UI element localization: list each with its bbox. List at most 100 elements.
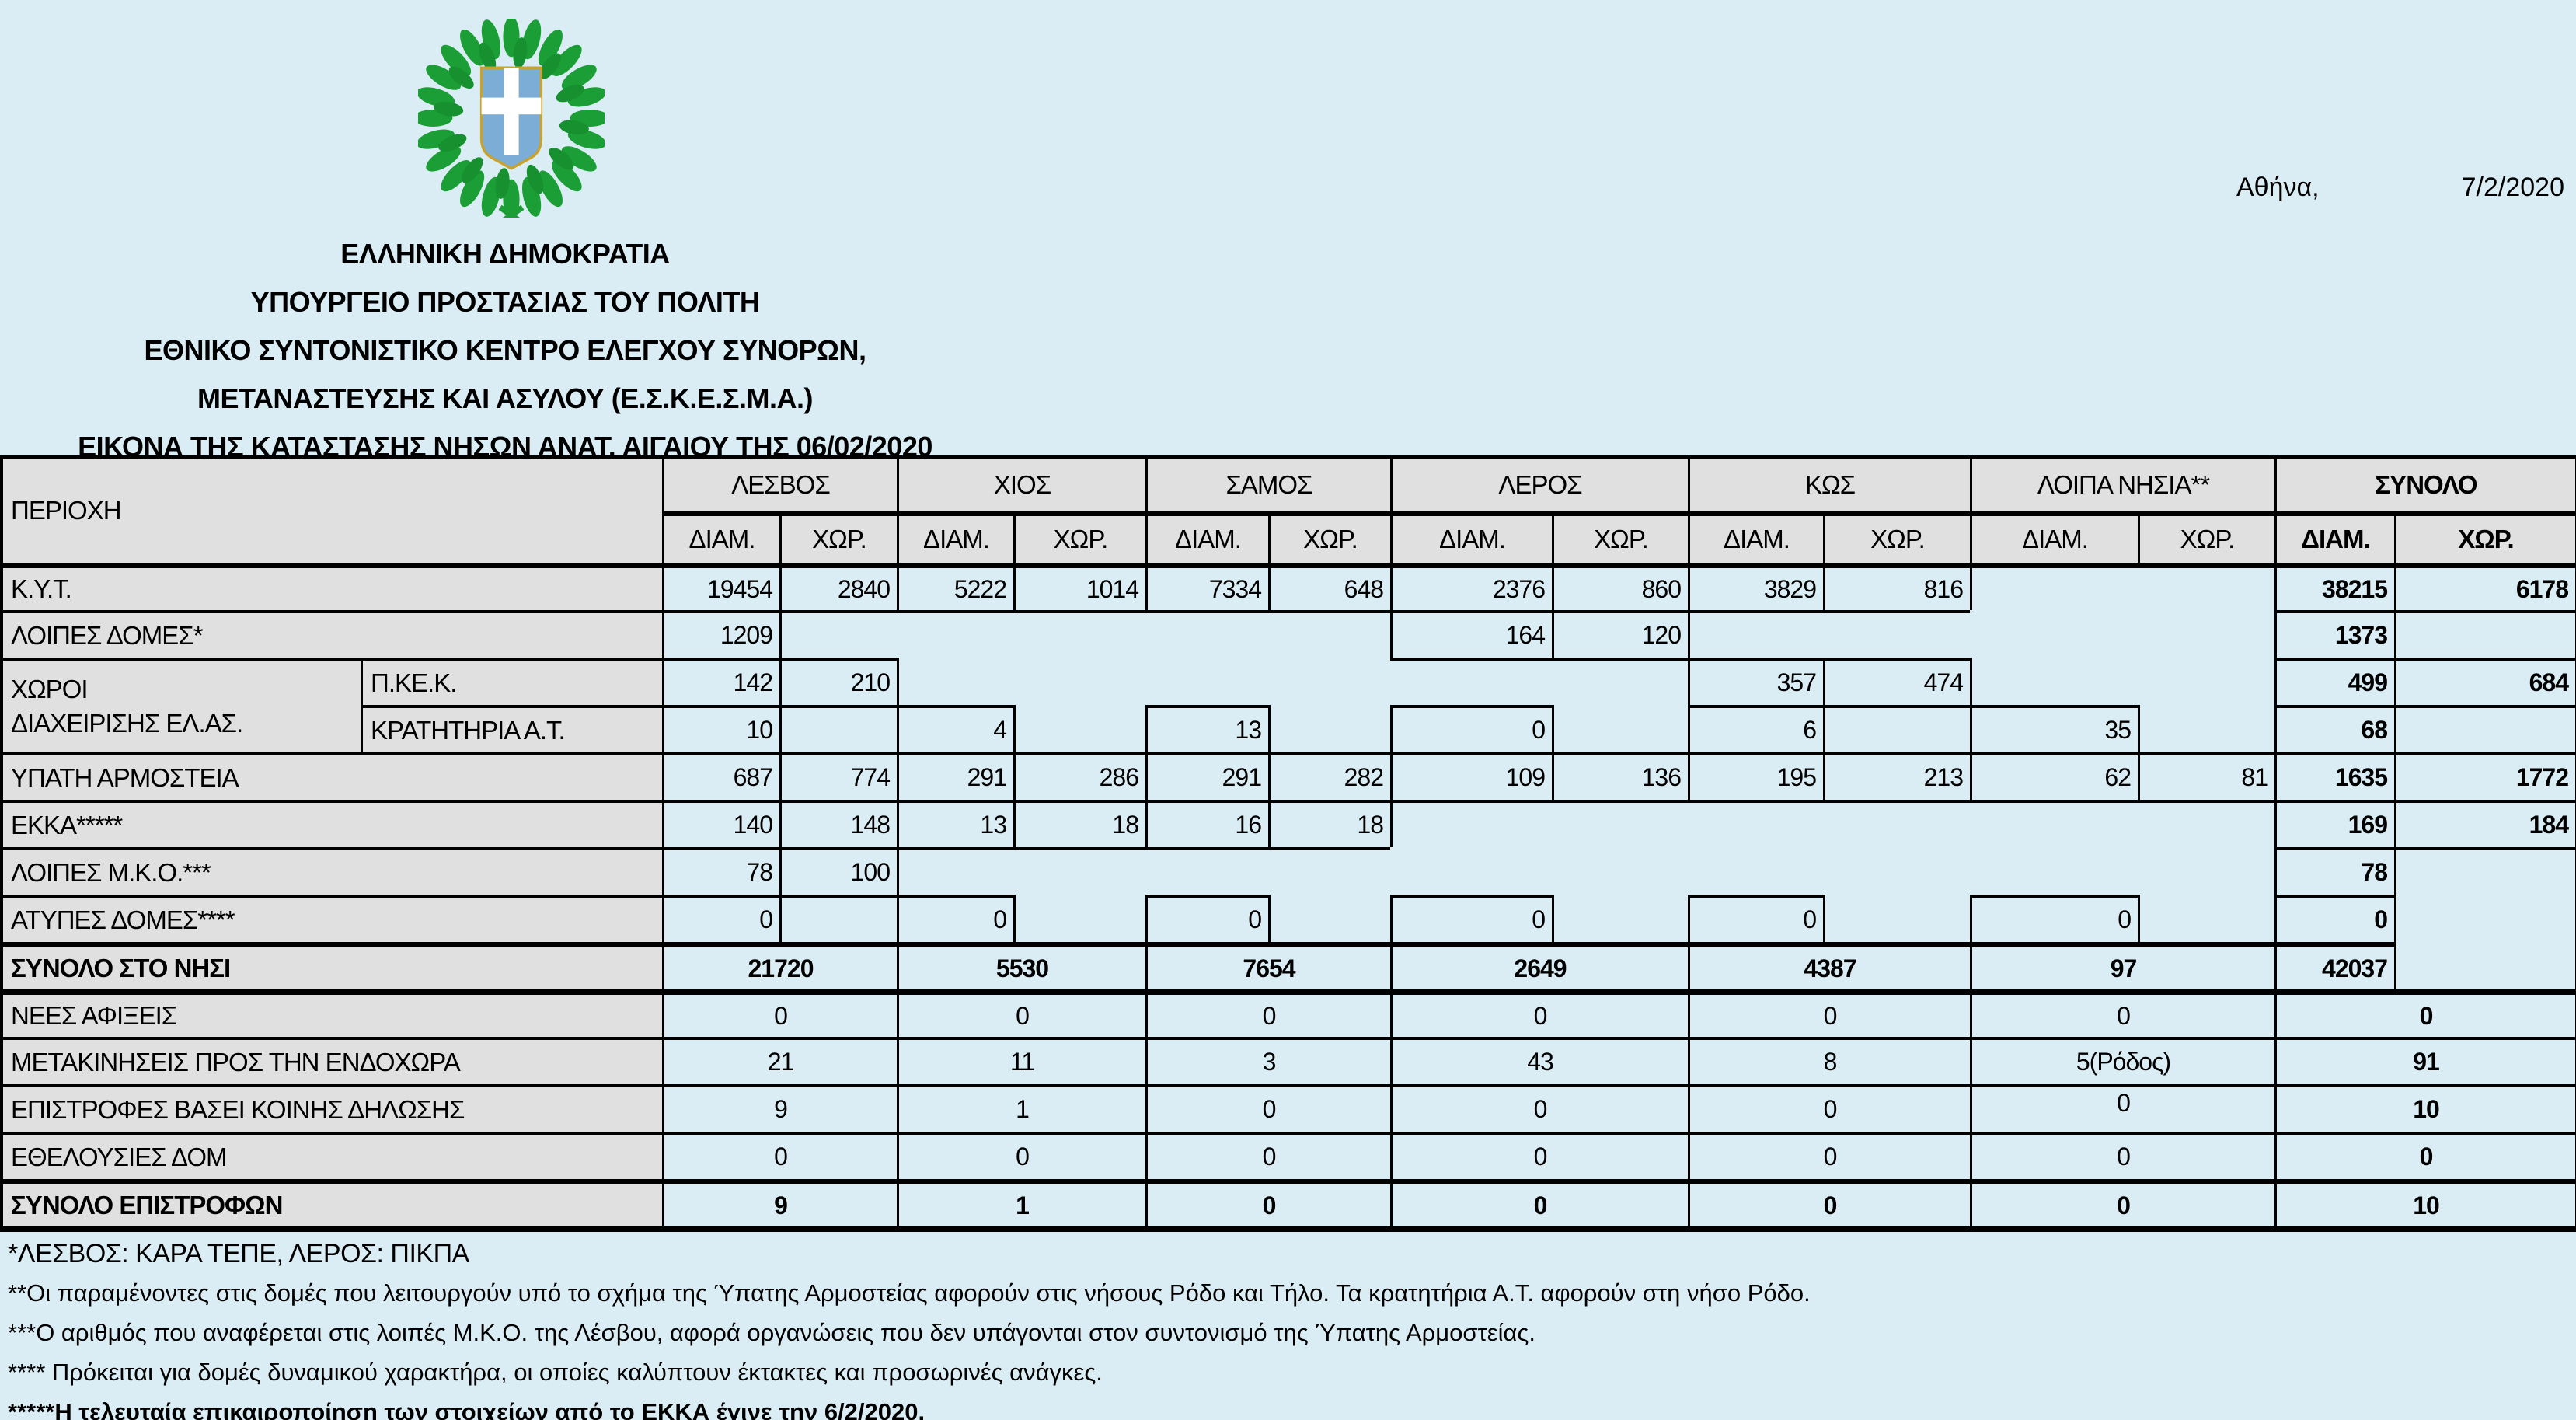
org-name-line4: ΜΕΤΑΝΑΣΤΕΥΣΗΣ ΚΑΙ ΑΣΥΛΟΥ (Ε.Σ.Κ.Ε.Σ.Μ.Α.… — [197, 382, 813, 414]
table-cell: 2376 — [1390, 563, 1552, 610]
col-header-chios: ΧΙΟΣ — [897, 459, 1145, 511]
table-cell: 81 — [2138, 752, 2274, 800]
table-cell: 0 — [1145, 989, 1390, 1037]
col-header-leros: ΛΕΡΟΣ — [1390, 459, 1688, 511]
table-cell: 0 — [1390, 895, 1552, 942]
row-label: ΕΠΙΣΤΡΟΦΕΣ ΒΑΣΕΙ ΚΟΙΝΗΣ ΔΗΛΩΣΗΣ — [3, 1084, 662, 1132]
table-cell: 1014 — [1013, 563, 1145, 610]
table-cell: 0 — [1970, 989, 2274, 1037]
table-cell: 474 — [1823, 658, 1970, 705]
table-cell: 164 — [1390, 610, 1552, 658]
empty-cell — [1823, 705, 1970, 752]
empty-cell — [2138, 895, 2274, 942]
row-group-label: ΧΩΡΟΙ ΔΙΑΧΕΙΡΙΣΗΣ ΕΛ.ΑΣ. — [3, 658, 361, 752]
table-cell: 0 — [1390, 1084, 1688, 1132]
empty-cell — [897, 847, 1390, 895]
col-header-kos: ΚΩΣ — [1688, 459, 1970, 511]
table-cell: 291 — [897, 752, 1013, 800]
table-cell: 0 — [1688, 1084, 1970, 1132]
table-cell: 13 — [897, 800, 1013, 847]
greek-coat-of-arms-emblem — [418, 19, 605, 218]
table-cell: 140 — [662, 800, 779, 847]
table-cell: 18 — [1013, 800, 1145, 847]
table-cell: 184 — [2394, 800, 2575, 847]
empty-cell — [1390, 847, 2274, 895]
empty-cell — [1552, 895, 1688, 942]
table-cell: 1373 — [2274, 610, 2394, 658]
table-cell: 2649 — [1390, 942, 1688, 989]
table-cell: 195 — [1688, 752, 1823, 800]
table-cell: 2840 — [779, 563, 897, 610]
table-cell: 3829 — [1688, 563, 1823, 610]
empty-cell — [1970, 658, 2274, 705]
footnote-1: *ΛΕΣΒΟΣ: ΚΑΡΑ ΤΕΠΕ, ΛΕΡΟΣ: ΠΙΚΠΑ — [8, 1239, 469, 1268]
table-cell: 6 — [1688, 705, 1823, 752]
row-label: ΚΡΑΤΗΤΗΡΙΑ Α.Τ. — [361, 705, 662, 752]
subheader-diam: ΔΙΑΜ. — [1688, 511, 1823, 563]
table-cell: 357 — [1688, 658, 1823, 705]
date-value: 7/2/2020 — [2461, 173, 2564, 202]
empty-cell — [779, 610, 1390, 658]
table-cell: 7654 — [1145, 942, 1390, 989]
table-cell: 10 — [2274, 1179, 2575, 1226]
row-label: ΜΕΤΑΚΙΝΗΣΕΙΣ ΠΡΟΣ ΤΗΝ ΕΝΔΟΧΩΡΑ — [3, 1037, 662, 1084]
row-label: ΣΥΝΟΛΟ ΣΤΟ ΝΗΣΙ — [3, 942, 662, 989]
table-cell: 774 — [779, 752, 897, 800]
table-cell: 5530 — [897, 942, 1145, 989]
row-label: ΛΟΙΠΕΣ Μ.Κ.Ο.*** — [3, 847, 662, 895]
subheader-chor: ΧΩΡ. — [2138, 511, 2274, 563]
col-header-area: ΠΕΡΙΟΧΗ — [3, 459, 662, 563]
table-cell: 1209 — [662, 610, 779, 658]
table-cell: 0 — [1145, 1132, 1390, 1179]
subheader-chor: ΧΩΡ. — [1268, 511, 1390, 563]
table-cell: 18 — [1268, 800, 1390, 847]
table-cell: 0 — [1145, 1179, 1390, 1226]
empty-cell — [1268, 895, 1390, 942]
table-cell: 860 — [1552, 563, 1688, 610]
subheader-diam: ΔΙΑΜ. — [1970, 511, 2138, 563]
table-cell: 0 — [662, 1132, 897, 1179]
table-cell: 19454 — [662, 563, 779, 610]
table-cell: 42037 — [2274, 942, 2394, 989]
table-cell: 68 — [2274, 705, 2394, 752]
table-cell: 169 — [2274, 800, 2394, 847]
table-cell: 62 — [1970, 752, 2138, 800]
table-cell: 1 — [897, 1179, 1145, 1226]
subheader-chor: ΧΩΡ. — [779, 511, 897, 563]
table-cell: 291 — [1145, 752, 1268, 800]
empty-cell — [897, 658, 1390, 705]
table-cell: 499 — [2274, 658, 2394, 705]
date-line: Αθήνα, 7/2/2020 — [2236, 173, 2564, 203]
table-cell: 21720 — [662, 942, 897, 989]
row-label: ΑΤΥΠΕΣ ΔΟΜΕΣ**** — [3, 895, 662, 942]
table-cell: 16 — [1145, 800, 1268, 847]
empty-cell — [1970, 610, 2274, 658]
table-cell: 0 — [1390, 705, 1552, 752]
subheader-diam: ΔΙΑΜ. — [662, 511, 779, 563]
table-cell: 136 — [1552, 752, 1688, 800]
table-cell: 13 — [1145, 705, 1268, 752]
table-cell: 213 — [1823, 752, 1970, 800]
footnote-3: ***Ο αριθμός που αναφέρεται στις λοιπές … — [8, 1319, 1535, 1346]
table-cell: 1 — [897, 1084, 1145, 1132]
footnote-2: **Οι παραμένοντες στις δομές που λειτουρ… — [8, 1279, 1811, 1307]
table-cell: 282 — [1268, 752, 1390, 800]
empty-cell — [2394, 705, 2575, 752]
table-cell: 3 — [1145, 1037, 1390, 1084]
table-cell: 43 — [1390, 1037, 1688, 1084]
table-cell: 120 — [1552, 610, 1688, 658]
table-cell: 0 — [1970, 1084, 2274, 1132]
table-cell: 0 — [1688, 989, 1970, 1037]
empty-cell — [2394, 895, 2575, 942]
table-cell: 684 — [2394, 658, 2575, 705]
table-cell: 78 — [2274, 847, 2394, 895]
table-cell: 286 — [1013, 752, 1145, 800]
col-header-total: ΣΥΝΟΛΟ — [2274, 459, 2575, 511]
row-label: ΕΘΕΛΟΥΣΙΕΣ ΔΟΜ — [3, 1132, 662, 1179]
table-cell: 0 — [1970, 895, 2138, 942]
table-cell: 1635 — [2274, 752, 2394, 800]
footnote-5: *****Η τελευταία επικαιροποίηση των στοι… — [8, 1398, 925, 1420]
empty-cell — [1688, 610, 1970, 658]
row-group-label-line2: ΔΙΑΧΕΙΡΙΣΗΣ ΕΛ.ΑΣ. — [11, 709, 243, 738]
row-label: Κ.Υ.Τ. — [3, 563, 662, 610]
